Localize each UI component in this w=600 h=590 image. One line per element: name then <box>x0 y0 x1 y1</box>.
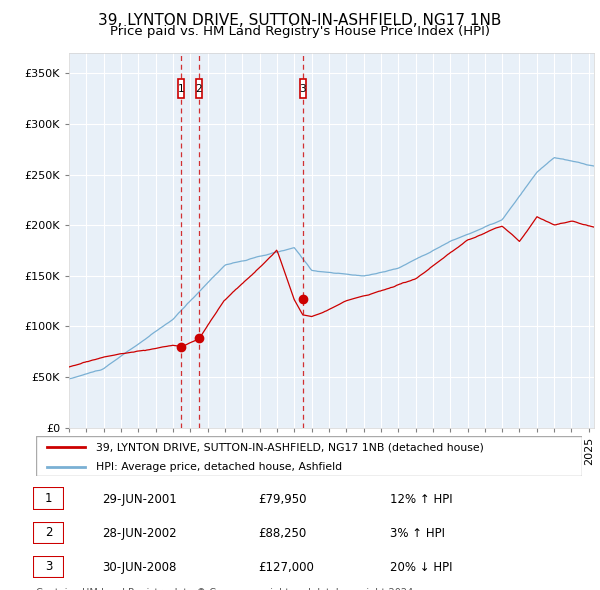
Text: £79,950: £79,950 <box>258 493 307 506</box>
Text: 29-JUN-2001: 29-JUN-2001 <box>102 493 177 506</box>
Text: £88,250: £88,250 <box>258 527 306 540</box>
FancyBboxPatch shape <box>33 487 64 510</box>
Text: 3: 3 <box>45 560 52 573</box>
Text: 39, LYNTON DRIVE, SUTTON-IN-ASHFIELD, NG17 1NB: 39, LYNTON DRIVE, SUTTON-IN-ASHFIELD, NG… <box>98 13 502 28</box>
FancyBboxPatch shape <box>178 80 184 98</box>
Text: 3% ↑ HPI: 3% ↑ HPI <box>390 527 445 540</box>
Text: 39, LYNTON DRIVE, SUTTON-IN-ASHFIELD, NG17 1NB (detached house): 39, LYNTON DRIVE, SUTTON-IN-ASHFIELD, NG… <box>96 442 484 453</box>
Text: £127,000: £127,000 <box>258 561 314 574</box>
Text: 1: 1 <box>178 84 185 94</box>
Text: 1: 1 <box>45 492 52 505</box>
Text: 30-JUN-2008: 30-JUN-2008 <box>102 561 176 574</box>
Text: 2: 2 <box>45 526 52 539</box>
Text: 28-JUN-2002: 28-JUN-2002 <box>102 527 176 540</box>
Text: 3: 3 <box>299 84 306 94</box>
FancyBboxPatch shape <box>33 522 64 544</box>
Text: Price paid vs. HM Land Registry's House Price Index (HPI): Price paid vs. HM Land Registry's House … <box>110 25 490 38</box>
FancyBboxPatch shape <box>36 436 582 476</box>
FancyBboxPatch shape <box>196 80 202 98</box>
FancyBboxPatch shape <box>300 80 306 98</box>
Text: 20% ↓ HPI: 20% ↓ HPI <box>390 561 452 574</box>
Text: Contains HM Land Registry data © Crown copyright and database right 2024.
This d: Contains HM Land Registry data © Crown c… <box>36 588 416 590</box>
Text: 2: 2 <box>196 84 202 94</box>
Text: HPI: Average price, detached house, Ashfield: HPI: Average price, detached house, Ashf… <box>96 461 342 471</box>
FancyBboxPatch shape <box>33 556 64 578</box>
Text: 12% ↑ HPI: 12% ↑ HPI <box>390 493 452 506</box>
